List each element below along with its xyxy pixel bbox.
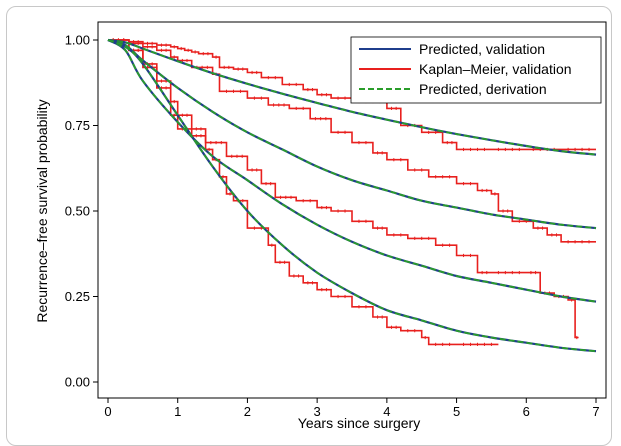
x-tick-label: 2 xyxy=(244,404,251,419)
legend-item: Predicted, derivation xyxy=(359,81,547,97)
predicted-derivation-curve-3 xyxy=(107,39,597,303)
predicted-derivation-curve-1 xyxy=(107,39,597,156)
kaplan-meier-curve-4 xyxy=(108,39,499,346)
y-tick-label: 0.50 xyxy=(65,204,90,219)
y-tick-label: 0.75 xyxy=(65,118,90,133)
legend: Predicted, validation Kaplan–Meier, valid… xyxy=(350,36,602,104)
kaplan-meier-curve-1 xyxy=(108,39,596,151)
legend-item: Kaplan–Meier, validation xyxy=(359,61,572,77)
survival-chart: 0 1 2 3 4 5 6 7 0.00 0.25 0.50 0.75 1.00 Predicted, … xyxy=(34,21,607,431)
legend-label: Predicted, derivation xyxy=(419,81,547,97)
x-tick-label: 1 xyxy=(174,404,181,419)
legend-label: Kaplan–Meier, validation xyxy=(419,61,572,77)
plot-area-border xyxy=(97,21,607,399)
legend-label: Predicted, validation xyxy=(419,41,545,57)
series-layer xyxy=(107,38,597,353)
legend-item: Predicted, validation xyxy=(359,41,545,57)
axes: 0 1 2 3 4 5 6 7 0.00 0.25 0.50 0.75 1.00 xyxy=(65,21,607,419)
x-tick-label: 7 xyxy=(592,404,599,419)
y-tick-label: 0.25 xyxy=(65,289,90,304)
chart-figure: 0 1 2 3 4 5 6 7 0.00 0.25 0.50 0.75 1.00 Predicted, … xyxy=(6,6,612,446)
predicted-derivation-curve-4 xyxy=(107,39,597,353)
y-axis-label: Recurrence–free survival probability xyxy=(34,99,50,322)
x-tick-label: 5 xyxy=(453,404,460,419)
x-axis-label: Years since surgery xyxy=(298,415,420,431)
y-tick-label: 1.00 xyxy=(65,33,90,48)
y-tick-label: 0.00 xyxy=(65,375,90,390)
x-tick-label: 6 xyxy=(523,404,530,419)
kaplan-meier-curve-2 xyxy=(108,39,596,243)
censor-marks-2 xyxy=(112,38,590,244)
kaplan-meier-curve-3 xyxy=(108,39,579,339)
x-tick-label: 0 xyxy=(104,404,111,419)
x-tick-label: 3 xyxy=(314,404,321,419)
x-tick-label: 4 xyxy=(383,404,390,419)
predicted-derivation-curve-2 xyxy=(107,39,597,229)
